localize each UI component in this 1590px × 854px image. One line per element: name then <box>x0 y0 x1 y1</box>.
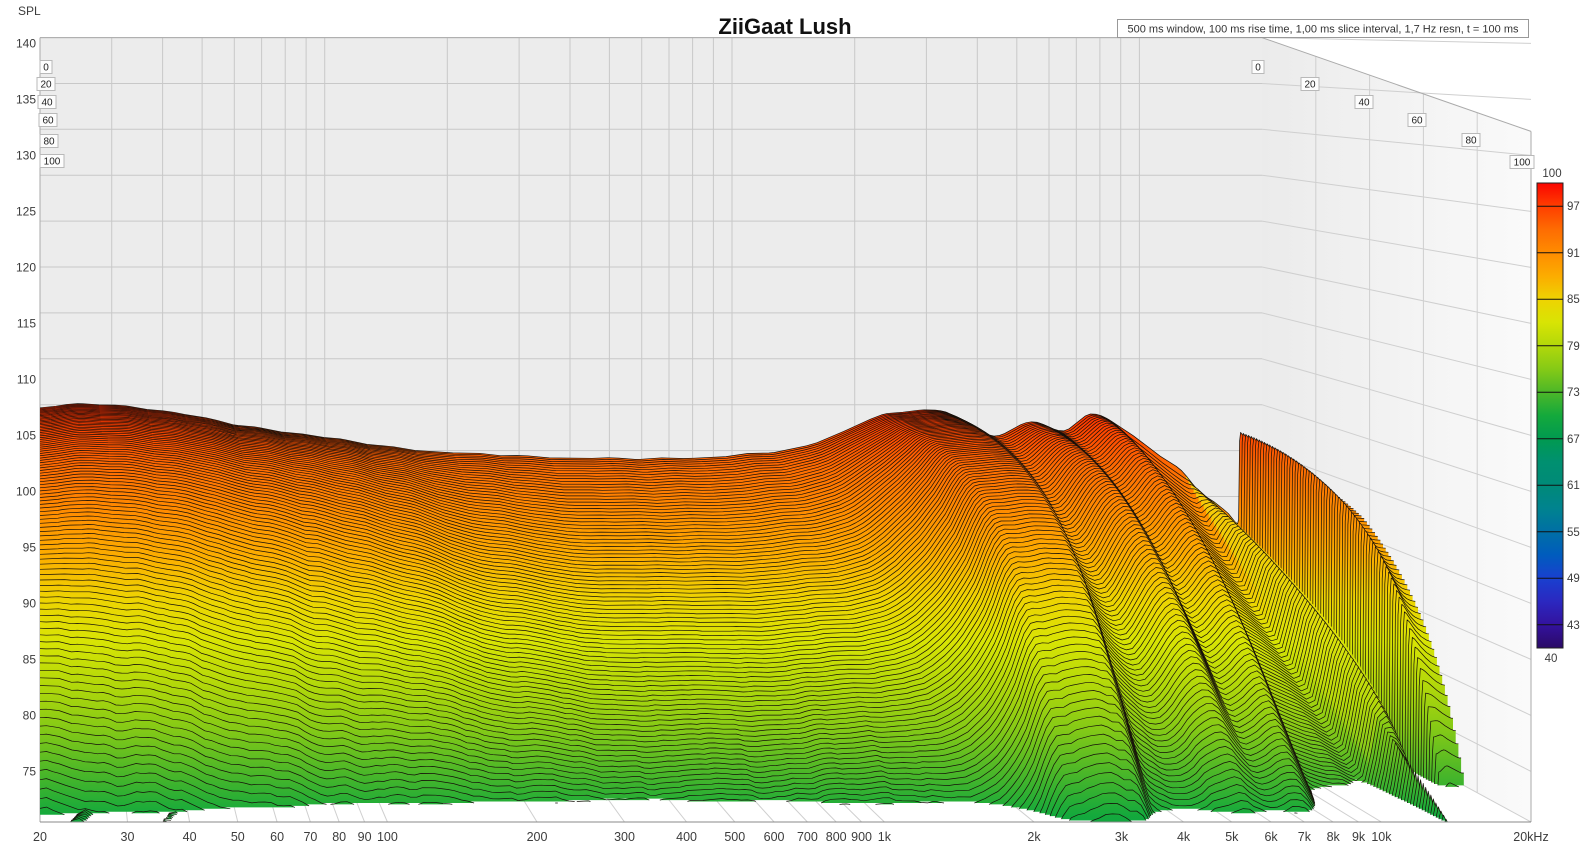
svg-text:2k: 2k <box>1027 830 1041 844</box>
svg-text:70: 70 <box>303 830 317 844</box>
svg-text:60: 60 <box>1411 116 1423 127</box>
svg-text:0: 0 <box>43 63 49 74</box>
svg-text:3k: 3k <box>1115 830 1129 844</box>
svg-text:100: 100 <box>16 484 36 498</box>
svg-text:97: 97 <box>1567 201 1580 213</box>
svg-text:61: 61 <box>1567 480 1580 492</box>
svg-text:20kHz: 20kHz <box>1513 830 1548 844</box>
svg-text:0: 0 <box>1255 63 1261 74</box>
svg-text:1k: 1k <box>878 830 892 844</box>
svg-text:SPL: SPL <box>18 4 41 18</box>
svg-text:100: 100 <box>44 157 61 168</box>
svg-text:85: 85 <box>23 652 37 666</box>
svg-text:50: 50 <box>231 830 245 844</box>
svg-text:105: 105 <box>16 428 36 442</box>
svg-text:40: 40 <box>183 830 197 844</box>
svg-text:40: 40 <box>1358 98 1370 109</box>
svg-text:60: 60 <box>42 116 54 127</box>
svg-text:ZiiGaat Lush: ZiiGaat Lush <box>718 14 851 39</box>
svg-text:90: 90 <box>23 596 37 610</box>
svg-text:6k: 6k <box>1264 830 1278 844</box>
svg-text:40: 40 <box>41 98 53 109</box>
svg-text:500: 500 <box>724 830 745 844</box>
svg-text:85: 85 <box>1567 294 1580 306</box>
svg-text:100: 100 <box>1542 168 1561 180</box>
svg-text:800: 800 <box>826 830 847 844</box>
svg-text:75: 75 <box>23 764 37 778</box>
svg-text:80: 80 <box>43 137 55 148</box>
svg-text:9k: 9k <box>1352 830 1366 844</box>
svg-text:135: 135 <box>16 92 36 106</box>
svg-text:80: 80 <box>1465 136 1477 147</box>
svg-text:95: 95 <box>23 540 37 554</box>
svg-text:90: 90 <box>358 830 372 844</box>
svg-text:8k: 8k <box>1327 830 1341 844</box>
svg-text:140: 140 <box>16 36 36 50</box>
svg-text:120: 120 <box>16 260 36 274</box>
svg-text:900: 900 <box>851 830 872 844</box>
svg-text:125: 125 <box>16 204 36 218</box>
svg-text:49: 49 <box>1567 573 1580 585</box>
svg-text:79: 79 <box>1567 341 1580 353</box>
svg-text:20: 20 <box>40 80 52 91</box>
svg-text:91: 91 <box>1567 248 1580 260</box>
svg-text:67: 67 <box>1567 434 1580 446</box>
svg-text:40: 40 <box>1545 653 1558 665</box>
svg-text:20: 20 <box>1304 80 1316 91</box>
svg-text:55: 55 <box>1567 527 1580 539</box>
svg-text:300: 300 <box>614 830 635 844</box>
svg-text:43: 43 <box>1567 620 1580 632</box>
svg-text:130: 130 <box>16 148 36 162</box>
svg-text:110: 110 <box>17 372 36 386</box>
svg-text:5k: 5k <box>1225 830 1239 844</box>
svg-text:7k: 7k <box>1298 830 1312 844</box>
svg-text:60: 60 <box>270 830 284 844</box>
svg-text:100: 100 <box>377 830 398 844</box>
svg-text:10k: 10k <box>1371 830 1392 844</box>
svg-text:400: 400 <box>676 830 697 844</box>
svg-text:30: 30 <box>121 830 135 844</box>
svg-text:600: 600 <box>764 830 785 844</box>
svg-text:80: 80 <box>332 830 346 844</box>
svg-text:80: 80 <box>23 708 37 722</box>
svg-text:20: 20 <box>33 830 47 844</box>
svg-text:4k: 4k <box>1177 830 1191 844</box>
svg-text:500 ms window, 100 ms rise tim: 500 ms window, 100 ms rise time, 1,00 ms… <box>1128 24 1519 36</box>
svg-text:115: 115 <box>17 316 36 330</box>
svg-text:200: 200 <box>527 830 548 844</box>
svg-text:700: 700 <box>797 830 818 844</box>
svg-text:100: 100 <box>1514 158 1531 169</box>
svg-text:73: 73 <box>1567 387 1580 399</box>
